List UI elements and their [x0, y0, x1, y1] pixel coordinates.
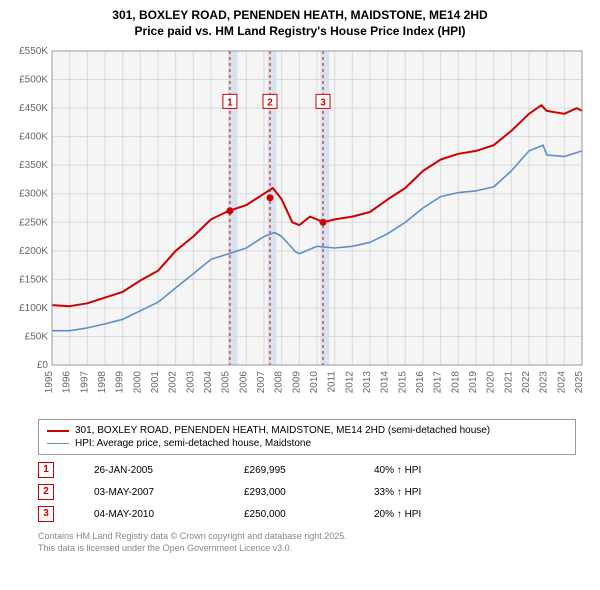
svg-text:2023: 2023 [539, 371, 550, 394]
svg-text:2005: 2005 [221, 371, 232, 394]
svg-text:2016: 2016 [415, 371, 426, 394]
event-price: £293,000 [244, 487, 334, 498]
svg-text:2014: 2014 [380, 371, 391, 394]
svg-text:2024: 2024 [556, 371, 567, 394]
svg-text:2009: 2009 [291, 371, 302, 394]
svg-text:£100K: £100K [19, 303, 48, 314]
svg-text:2019: 2019 [468, 371, 479, 394]
svg-text:2006: 2006 [238, 371, 249, 394]
event-marker: 1 [38, 462, 54, 478]
svg-text:£400K: £400K [19, 132, 48, 143]
svg-text:£300K: £300K [19, 189, 48, 200]
svg-text:2: 2 [267, 98, 273, 109]
event-price: £269,995 [244, 465, 334, 476]
svg-text:2021: 2021 [503, 371, 514, 394]
chart-title: 301, BOXLEY ROAD, PENENDEN HEATH, MAIDST… [8, 8, 592, 39]
svg-text:2017: 2017 [433, 371, 444, 394]
svg-text:2010: 2010 [309, 371, 320, 394]
svg-text:£550K: £550K [19, 46, 48, 57]
title-line2: Price paid vs. HM Land Registry's House … [8, 24, 592, 40]
svg-text:£200K: £200K [19, 246, 48, 257]
chart-area: £0 £50K £100K £150K £200K £250K £300K £350K £400… [8, 43, 592, 413]
event-row: 1 26-JAN-2005 £269,995 40% ↑ HPI [38, 459, 592, 481]
event-price: £250,000 [244, 509, 334, 520]
event-date: 04-MAY-2010 [94, 509, 204, 520]
svg-text:2011: 2011 [327, 371, 338, 393]
svg-text:£150K: £150K [19, 275, 48, 286]
event-delta: 40% ↑ HPI [374, 465, 464, 476]
legend-label: 301, BOXLEY ROAD, PENENDEN HEATH, MAIDST… [75, 425, 490, 436]
event-marker: 3 [38, 506, 54, 522]
legend-label: HPI: Average price, semi-detached house,… [75, 438, 311, 449]
legend-swatch [47, 430, 69, 432]
svg-text:1999: 1999 [115, 371, 126, 394]
svg-text:2012: 2012 [344, 371, 355, 394]
svg-text:2020: 2020 [486, 371, 497, 394]
svg-text:2007: 2007 [256, 371, 267, 394]
svg-text:2025: 2025 [574, 371, 585, 394]
svg-text:1997: 1997 [79, 371, 90, 394]
svg-text:£0: £0 [37, 360, 49, 371]
legend-row: 301, BOXLEY ROAD, PENENDEN HEATH, MAIDST… [47, 424, 567, 437]
svg-text:1998: 1998 [97, 371, 108, 394]
footer-line1: Contains HM Land Registry data © Crown c… [38, 531, 592, 543]
legend-swatch [47, 443, 69, 444]
svg-text:2002: 2002 [168, 371, 179, 394]
svg-text:2000: 2000 [132, 371, 143, 394]
svg-text:1: 1 [227, 98, 233, 109]
svg-text:2015: 2015 [397, 371, 408, 394]
event-table: 1 26-JAN-2005 £269,995 40% ↑ HPI 2 03-MAY-200… [38, 459, 592, 525]
svg-text:£450K: £450K [19, 103, 48, 114]
svg-text:1996: 1996 [62, 371, 73, 394]
title-line1: 301, BOXLEY ROAD, PENENDEN HEATH, MAIDST… [8, 8, 592, 24]
svg-text:£250K: £250K [19, 217, 48, 228]
event-row: 2 03-MAY-2007 £293,000 33% ↑ HPI [38, 481, 592, 503]
legend-row: HPI: Average price, semi-detached house,… [47, 437, 567, 450]
footer-attribution: Contains HM Land Registry data © Crown c… [38, 531, 592, 554]
svg-text:1995: 1995 [44, 371, 55, 394]
event-delta: 20% ↑ HPI [374, 509, 464, 520]
footer-line2: This data is licensed under the Open Gov… [38, 543, 592, 555]
svg-text:2022: 2022 [521, 371, 532, 394]
svg-text:2003: 2003 [185, 371, 196, 394]
event-delta: 33% ↑ HPI [374, 487, 464, 498]
svg-text:3: 3 [320, 98, 326, 109]
line-chart: £0 £50K £100K £150K £200K £250K £300K £350K £400… [8, 43, 592, 413]
svg-text:2004: 2004 [203, 371, 214, 394]
svg-text:2018: 2018 [450, 371, 461, 394]
event-date: 26-JAN-2005 [94, 465, 204, 476]
event-marker: 2 [38, 484, 54, 500]
svg-text:£350K: £350K [19, 160, 48, 171]
svg-text:£500K: £500K [19, 75, 48, 86]
svg-text:2001: 2001 [150, 371, 161, 394]
event-date: 03-MAY-2007 [94, 487, 204, 498]
svg-text:2008: 2008 [274, 371, 285, 394]
legend: 301, BOXLEY ROAD, PENENDEN HEATH, MAIDST… [38, 419, 576, 455]
event-row: 3 04-MAY-2010 £250,000 20% ↑ HPI [38, 503, 592, 525]
svg-text:2013: 2013 [362, 371, 373, 394]
svg-text:£50K: £50K [25, 332, 49, 343]
